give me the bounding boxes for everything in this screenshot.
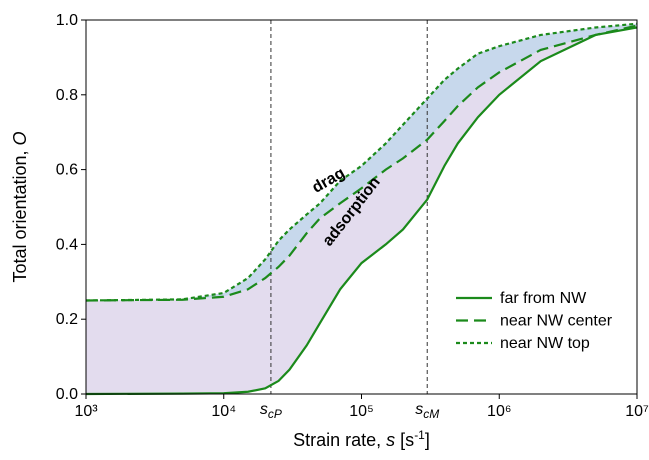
- x-tick-label: 10³: [74, 403, 98, 420]
- legend-label: far from NW: [500, 290, 587, 307]
- series-line: [85, 24, 638, 302]
- reference-label: scM: [415, 401, 439, 421]
- legend-label: near NW top: [500, 335, 590, 352]
- x-axis-label-part: [s: [395, 430, 414, 450]
- y-axis-label-part: O: [10, 131, 30, 145]
- reference-symbol: s: [260, 401, 268, 418]
- x-axis-label-part: Strain rate,: [293, 430, 386, 450]
- series-line: [85, 22, 638, 302]
- y-tick-label: 0.6: [56, 162, 78, 179]
- x-axis-label-part: ]: [425, 430, 430, 450]
- reference-symbol: s: [415, 401, 423, 418]
- y-tick-label: 0.2: [56, 311, 78, 328]
- x-axis-label: Strain rate, s [s-1]: [293, 428, 430, 450]
- x-axis-label-part: s: [386, 430, 395, 450]
- reference-label: scP: [260, 401, 282, 421]
- y-tick-label: 0.4: [56, 236, 78, 253]
- y-axis-label: Total orientation, O: [10, 131, 30, 282]
- series-line: [85, 26, 638, 396]
- x-tick-label: 10⁵: [349, 403, 373, 420]
- reference-subscript: cM: [423, 407, 439, 421]
- x-tick-label: 10⁷: [625, 403, 649, 420]
- y-tick-label: 0.0: [56, 386, 78, 403]
- y-axis-label-part: Total orientation,: [10, 145, 30, 282]
- y-tick-label: 0.8: [56, 87, 78, 104]
- y-tick-label: 1.0: [56, 12, 78, 29]
- reference-subscript: cP: [268, 407, 282, 421]
- x-axis-label-part: -1: [414, 428, 425, 442]
- x-tick-label: 10⁴: [211, 403, 236, 420]
- shaded-region: [86, 25, 637, 395]
- x-tick-label: 10⁶: [487, 403, 511, 420]
- legend-label: near NW center: [500, 313, 613, 330]
